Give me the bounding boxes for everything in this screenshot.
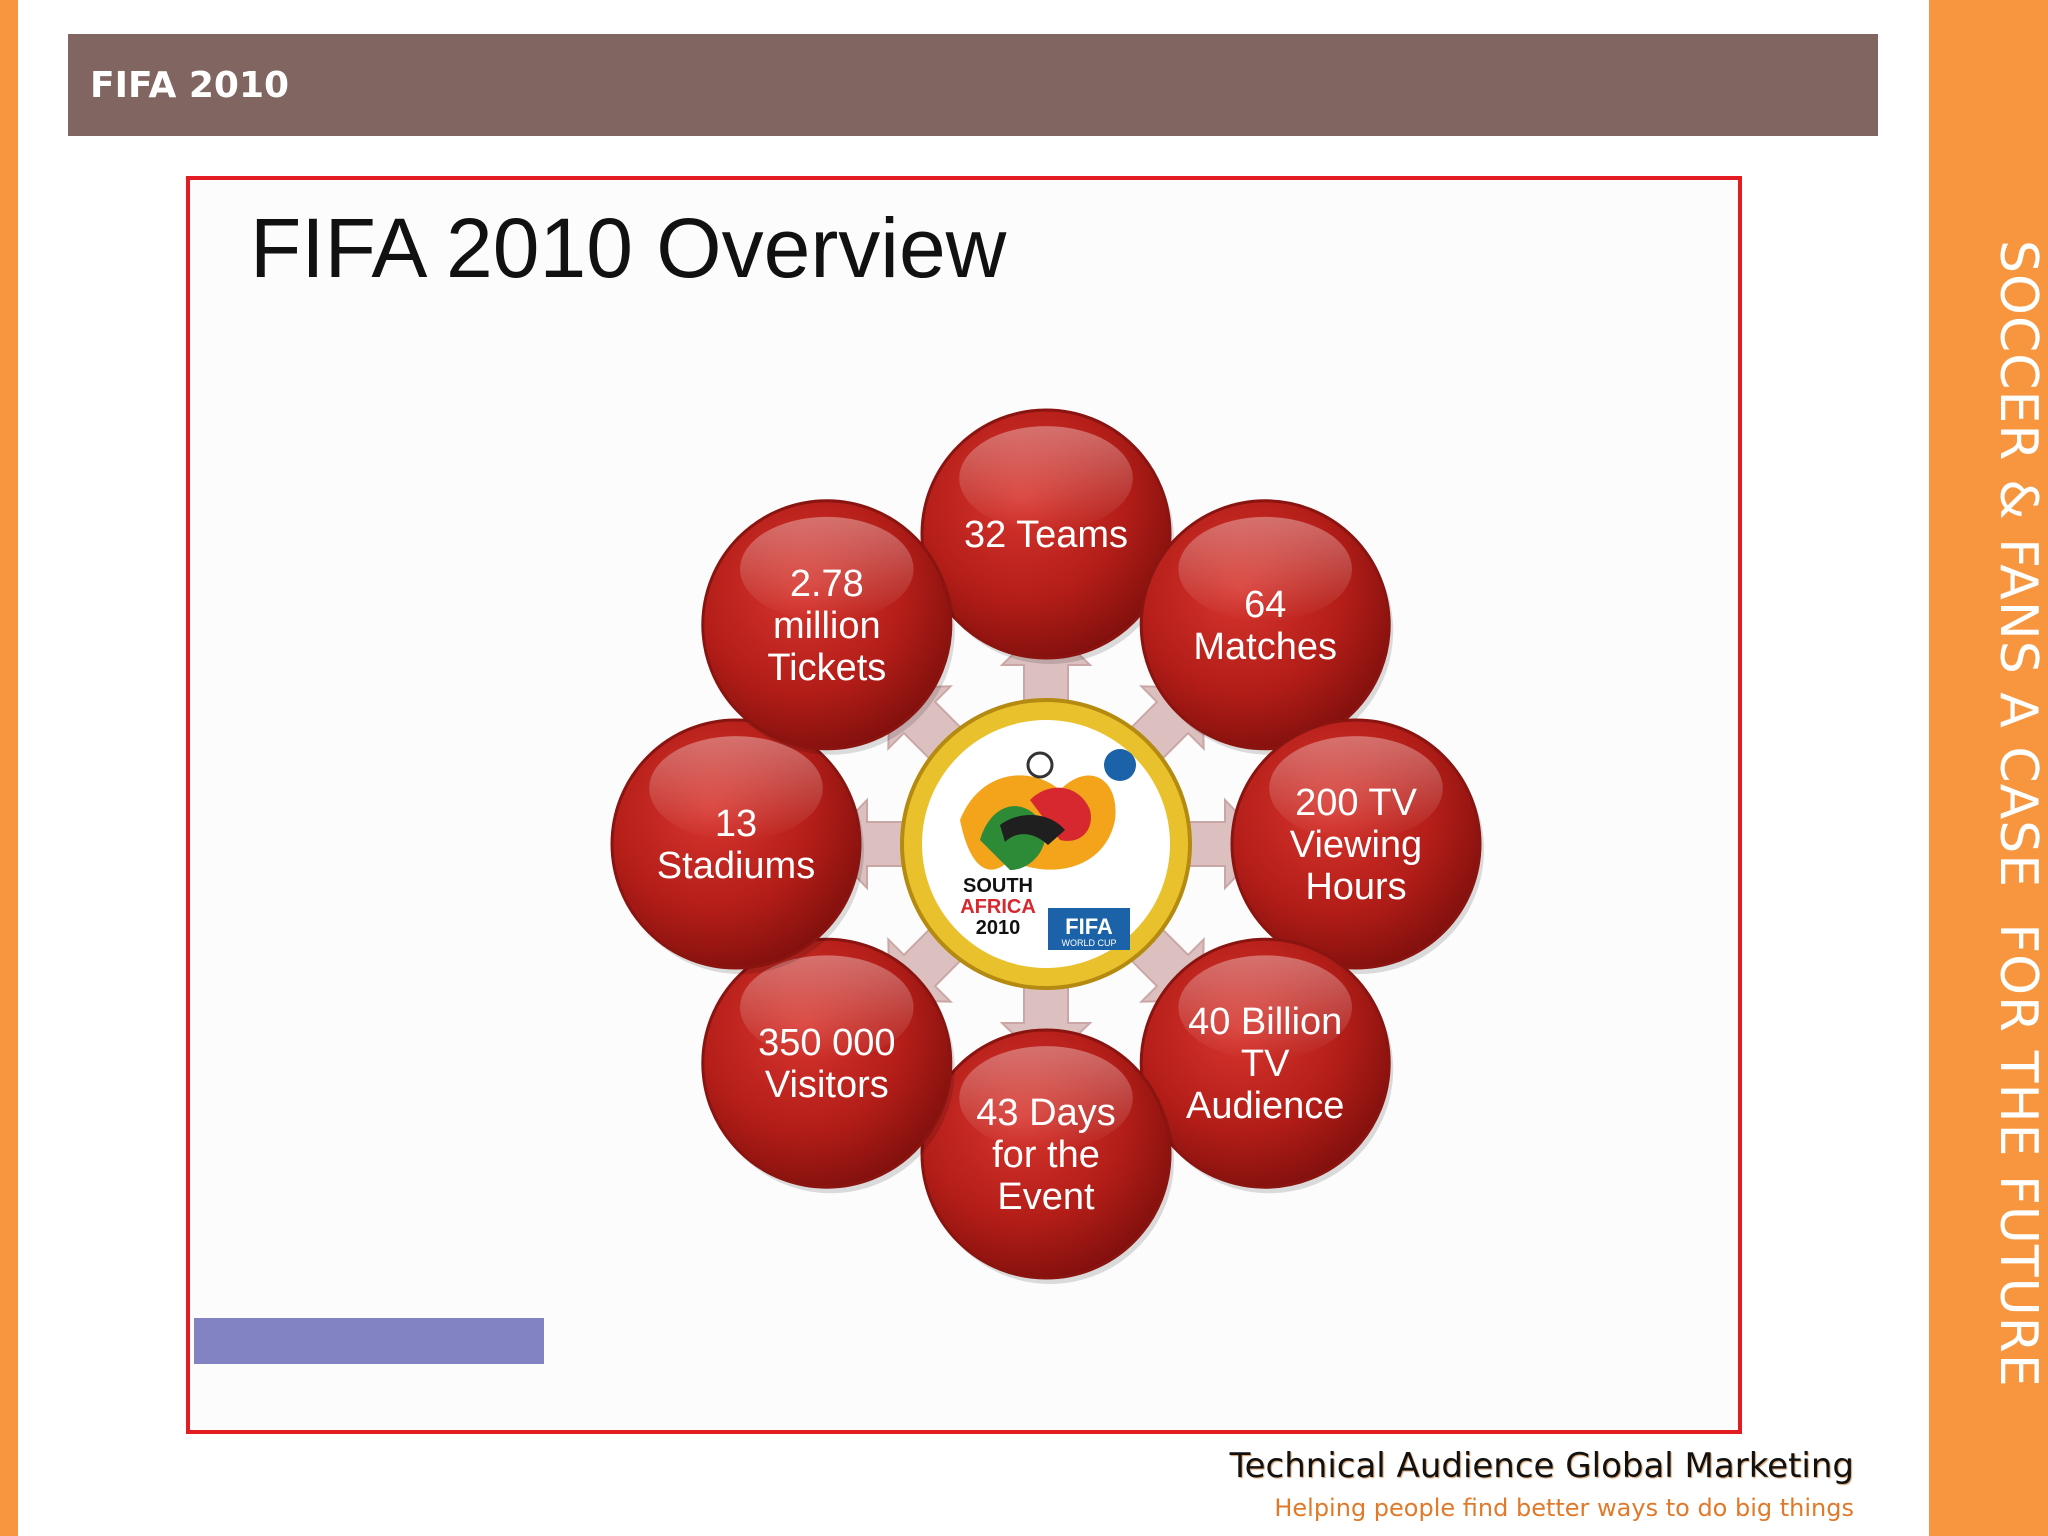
header-title: FIFA 2010: [90, 64, 290, 106]
node-tv-audience-label: Audience: [1186, 1085, 1344, 1127]
fifa-2010-logo: SOUTH AFRICA 2010 FIFA WORLD CUP: [900, 698, 1192, 990]
left-accent-stripe: [0, 0, 18, 1536]
node-tv-hours-label: 200 TV: [1295, 782, 1417, 824]
node-tv-hours-label: Viewing: [1290, 824, 1422, 866]
logo-line-3: 2010: [976, 917, 1021, 939]
header-bar: FIFA 2010: [68, 34, 1878, 136]
node-tickets-label: Tickets: [767, 647, 886, 689]
node-matches-label: Matches: [1193, 626, 1337, 668]
node-teams: 32 Teams: [920, 408, 1174, 664]
node-days-label: Event: [997, 1176, 1095, 1218]
node-stadiums-label: 13: [715, 803, 757, 845]
logo-line-1: SOUTH: [963, 875, 1033, 897]
logo-brand: FIFA: [1065, 914, 1113, 939]
slide-frame: FIFA 2010 Overview 32 Teams 64 Matches 200 …: [186, 176, 1742, 1434]
side-banner: [1929, 0, 2048, 1536]
footer-tagline: Helping people find better ways to do bi…: [1274, 1494, 1854, 1522]
node-tv-hours-label: Hours: [1305, 866, 1406, 908]
node-tickets-label: 2.78: [790, 563, 864, 605]
node-tv-audience-label: 40 Billion: [1188, 1001, 1342, 1043]
logo-brand-sub: WORLD CUP: [1061, 938, 1116, 948]
node-days-label: 43 Days: [976, 1092, 1115, 1134]
blue-placeholder-bar: [194, 1318, 544, 1364]
node-visitors-label: Visitors: [765, 1064, 889, 1106]
node-teams-label: 32 Teams: [964, 514, 1128, 556]
footer-company: Technical Audience Global Marketing: [1229, 1446, 1854, 1486]
node-tickets-label: million: [773, 605, 881, 647]
node-matches-label: 64: [1244, 584, 1286, 626]
node-tv-audience-label: TV: [1241, 1043, 1290, 1085]
node-stadiums-label: Stadiums: [657, 845, 815, 887]
logo-line-2: AFRICA: [960, 896, 1036, 918]
side-banner-text: SOCCER & FANS A CASE FOR THE FUTURE: [1988, 240, 2048, 1388]
node-visitors-label: 350 000: [758, 1022, 895, 1064]
node-days-label: for the: [992, 1134, 1100, 1176]
slide-title: FIFA 2010 Overview: [250, 201, 1007, 295]
